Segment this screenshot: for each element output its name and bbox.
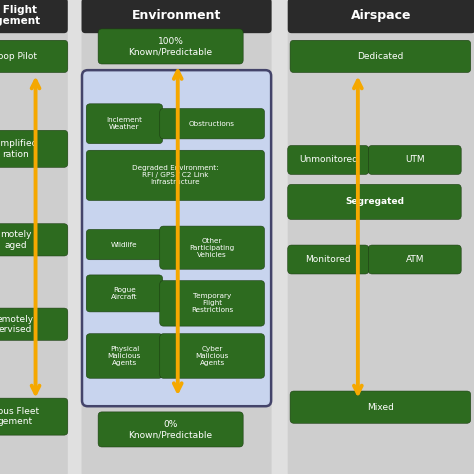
FancyBboxPatch shape [160,281,264,326]
Text: Inclement
Weather: Inclement Weather [107,117,142,130]
Text: Degraded Environment:
RFI / GPS / C2 Link
Infrastructure: Degraded Environment: RFI / GPS / C2 Lin… [132,165,219,185]
FancyBboxPatch shape [0,398,68,435]
Text: Other
Participating
Vehicles: Other Participating Vehicles [190,237,235,258]
FancyBboxPatch shape [288,0,474,33]
Text: Temporary
Flight
Restrictions: Temporary Flight Restrictions [191,293,233,313]
FancyBboxPatch shape [288,184,461,219]
FancyBboxPatch shape [160,334,264,378]
FancyBboxPatch shape [160,109,264,139]
Text: 0%
Known/Predictable: 0% Known/Predictable [128,420,213,439]
FancyBboxPatch shape [98,29,243,64]
Text: Segregated: Segregated [345,198,404,206]
FancyBboxPatch shape [0,308,68,340]
FancyBboxPatch shape [0,40,68,73]
Text: ATM: ATM [405,255,424,264]
Text: e Flight
agement: e Flight agement [0,5,40,27]
FancyBboxPatch shape [86,275,163,312]
FancyBboxPatch shape [288,245,369,274]
Text: Rogue
Aircraft: Rogue Aircraft [111,287,137,300]
FancyBboxPatch shape [288,146,369,174]
Text: 100%
Known/Predictable: 100% Known/Predictable [128,37,213,56]
Text: Obstructions: Obstructions [189,121,235,127]
Text: Wildlife: Wildlife [111,242,138,247]
FancyBboxPatch shape [368,245,461,274]
Text: Simplified
ration: Simplified ration [0,139,38,158]
Text: Environment: Environment [132,9,221,22]
FancyBboxPatch shape [82,0,272,33]
FancyBboxPatch shape [82,0,272,474]
Text: UTM: UTM [405,155,425,164]
FancyBboxPatch shape [82,70,271,406]
FancyBboxPatch shape [368,146,461,174]
Text: emotely
ervised: emotely ervised [0,315,34,334]
Text: nous Fleet
gement: nous Fleet gement [0,407,39,426]
Text: Unmonitored: Unmonitored [299,155,358,164]
Text: Cyber
Malicious
Agents: Cyber Malicious Agents [195,346,229,366]
Text: Dedicated: Dedicated [357,52,403,61]
Text: Airspace: Airspace [351,9,412,22]
Text: Monitored: Monitored [305,255,351,264]
FancyBboxPatch shape [290,391,471,423]
FancyBboxPatch shape [290,40,471,73]
Text: Loop Pilot: Loop Pilot [0,52,37,61]
FancyBboxPatch shape [0,0,68,33]
FancyBboxPatch shape [86,150,264,201]
Text: motely
aged: motely aged [0,230,31,249]
FancyBboxPatch shape [0,224,68,256]
Text: Physical
Malicious
Agents: Physical Malicious Agents [108,346,141,366]
FancyBboxPatch shape [0,130,68,167]
FancyBboxPatch shape [86,104,163,144]
FancyBboxPatch shape [160,226,264,269]
Text: Mixed: Mixed [367,403,394,411]
FancyBboxPatch shape [86,334,163,378]
FancyBboxPatch shape [0,0,68,474]
FancyBboxPatch shape [86,229,163,260]
FancyBboxPatch shape [98,412,243,447]
FancyBboxPatch shape [288,0,474,474]
